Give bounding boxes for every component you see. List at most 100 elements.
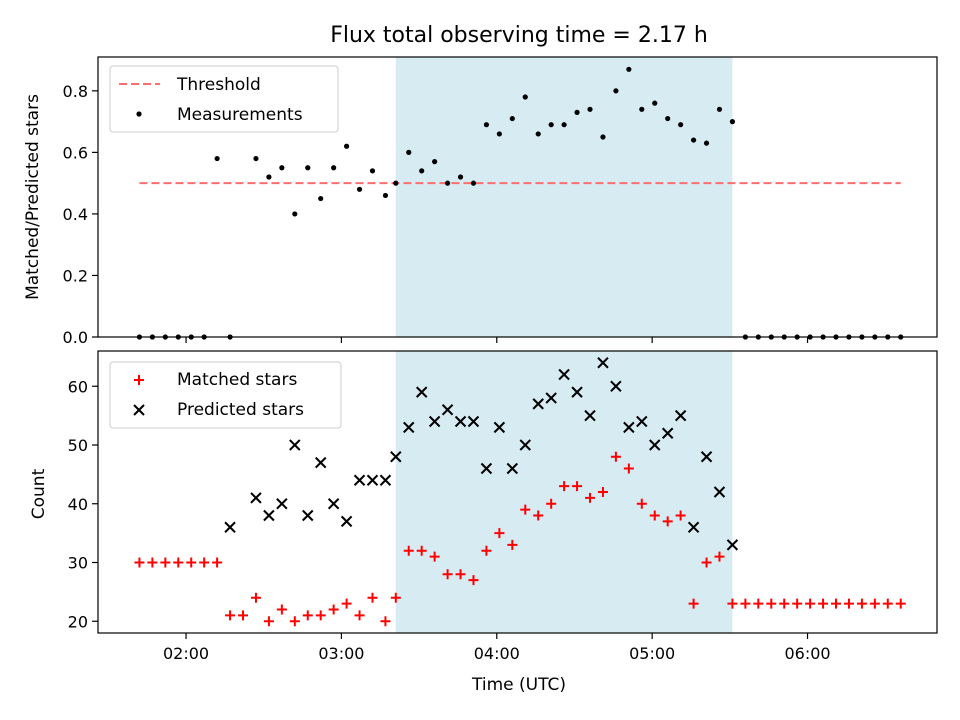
measurement-point	[652, 100, 658, 106]
matched-star-point	[895, 598, 906, 609]
predicted-star-stroke-b	[379, 474, 392, 486]
matched-star-point	[455, 569, 466, 580]
top-ytick-label: 0.8	[63, 82, 88, 101]
predicted-star-stroke-b	[314, 456, 327, 469]
predicted-star-point	[726, 539, 739, 551]
measurement-point	[587, 106, 593, 112]
bottom-axes-frame	[97, 350, 938, 634]
matched-star-point	[173, 557, 184, 568]
predicted-star-stroke-b	[250, 492, 262, 504]
measurement-point	[639, 106, 645, 112]
matched-star-point	[843, 598, 854, 609]
measurement-point	[253, 155, 259, 162]
predicted-star-point	[224, 521, 236, 533]
bottom-panel: 20 30 40 50 60 02:00 03:00 04:00 05:00 06:00 Cou…	[29, 350, 938, 695]
predicted-star-stroke-b	[415, 386, 428, 398]
top-shaded-interval	[395, 57, 733, 337]
predicted-star-point	[636, 415, 648, 428]
predicted-star-point	[610, 380, 622, 392]
matched-star-point	[805, 598, 816, 609]
predicted-star-stroke-b	[493, 421, 506, 434]
matched-star-point	[416, 545, 427, 556]
measurement-point	[509, 115, 515, 122]
matched-star-point	[186, 557, 197, 568]
top-axes-frame	[97, 56, 938, 338]
predicted-star-stroke-b	[610, 380, 622, 392]
matched-star-point	[869, 598, 880, 609]
predicted-star-point	[415, 386, 428, 398]
predicted-star-point	[276, 498, 288, 510]
legend-predicted-label: Predicted stars	[177, 400, 304, 420]
predicted-star-stroke-b	[327, 498, 340, 510]
matched-star-point	[263, 616, 274, 627]
predicted-star-point	[403, 421, 415, 434]
matched-star-point	[468, 575, 479, 586]
predicted-star-point	[661, 427, 674, 439]
predicted-star-point	[480, 462, 493, 475]
matched-star-point	[147, 557, 158, 568]
legend-measurements-swatch	[136, 111, 142, 117]
matched-star-point	[714, 551, 725, 562]
matched-star-point	[662, 516, 673, 527]
measurement-point	[470, 180, 477, 186]
predicted-star-point	[379, 474, 392, 486]
matched-star-point	[134, 557, 145, 568]
predicted-star-stroke-b	[441, 404, 454, 416]
bottom-x-ticks: 02:00 03:00 04:00 05:00 06:00	[163, 633, 831, 663]
matched-star-point	[507, 539, 518, 550]
chart-title: Flux total observing time = 2.17 h	[330, 23, 708, 48]
matched-star-point	[740, 598, 751, 609]
legend-matched-swatch	[134, 375, 144, 385]
matched-star-point	[380, 616, 391, 627]
matched-star-point	[481, 545, 492, 556]
top-ytick-label: 0.0	[63, 328, 88, 347]
predicted-star-point	[674, 409, 687, 422]
predicted-star-stroke-b	[454, 415, 467, 428]
measurement-point	[444, 180, 451, 186]
top-panel: 0.00.20.40.60.8 Matched/Predicted stars …	[23, 56, 938, 347]
top-x-ticks	[185, 337, 809, 343]
bot-ytick-label: 40	[68, 495, 88, 514]
predicted-star-stroke-b	[403, 421, 415, 434]
measurement-point	[356, 186, 363, 192]
top-shaded-span	[395, 57, 733, 337]
bottom-y-axis-label: Count	[29, 468, 49, 519]
predicted-star-point	[366, 474, 379, 486]
x-axis-label: Time (UTC)	[471, 675, 566, 695]
predicted-star-point	[441, 404, 454, 416]
predicted-star-point	[250, 492, 262, 504]
matched-star-point	[882, 598, 893, 609]
predicted-star-stroke-b	[713, 486, 726, 498]
matched-star-point	[597, 487, 608, 497]
measurement-point	[522, 94, 528, 100]
predicted-star-point	[532, 398, 544, 410]
matched-star-point	[341, 598, 352, 609]
measurement-point	[279, 165, 285, 171]
matched-star-point	[199, 557, 210, 568]
top-legend-box	[109, 65, 339, 133]
measurement-point	[613, 88, 619, 94]
predicted-star-stroke-b	[674, 409, 687, 422]
matched-star-point	[792, 598, 803, 609]
matched-star-point	[636, 498, 647, 509]
measurement-point	[690, 137, 697, 143]
matched-star-point	[328, 604, 339, 615]
predicted-star-stroke-b	[506, 462, 519, 475]
measurement-point	[626, 66, 632, 72]
measurement-point	[483, 122, 490, 128]
predicted-star-stroke-b	[276, 498, 288, 510]
matched-star-point	[429, 551, 440, 562]
predicted-star-stroke-b	[700, 451, 713, 463]
predicted-star-stroke-b	[558, 368, 570, 381]
predicted-star-point	[571, 386, 583, 398]
matched-star-point	[403, 545, 414, 556]
bottom-shaded-interval	[395, 351, 733, 633]
predicted-star-point	[623, 421, 635, 434]
measurement-point	[292, 211, 298, 217]
predicted-star-stroke-b	[571, 386, 583, 398]
bottom-series-points	[134, 357, 906, 627]
bot-ytick-label: 20	[68, 612, 88, 631]
bot-xtick-label: 06:00	[784, 644, 830, 663]
matched-star-point	[585, 492, 596, 503]
